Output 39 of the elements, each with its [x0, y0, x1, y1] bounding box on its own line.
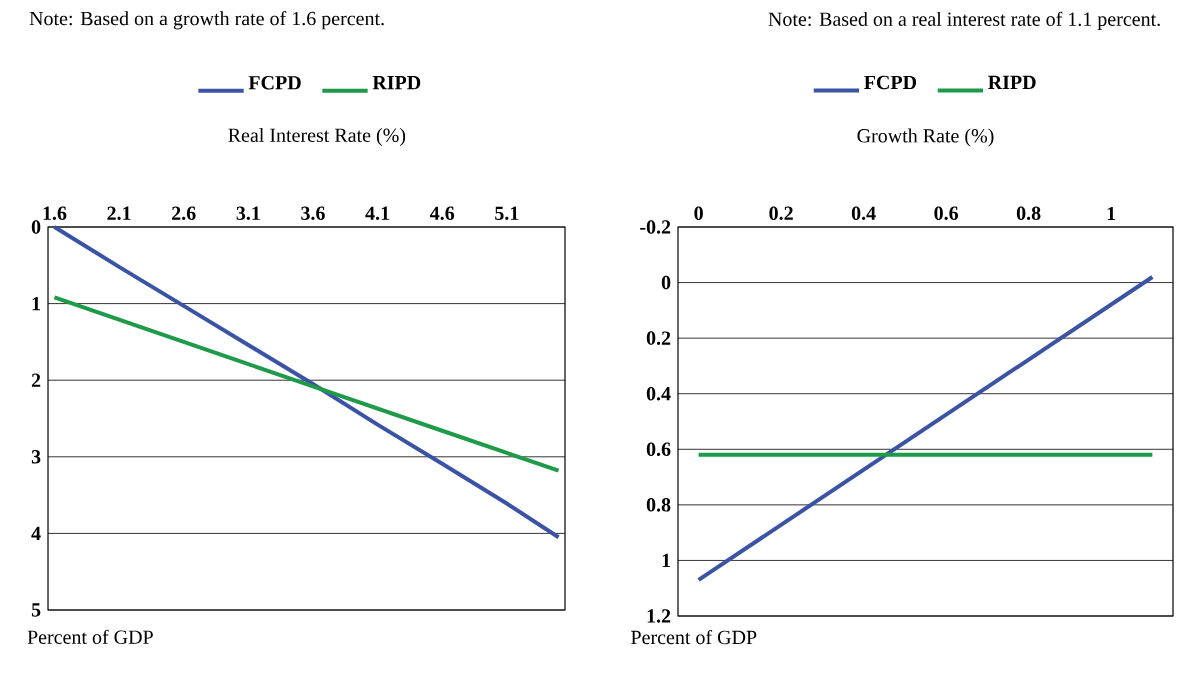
y-tick-label: 0.2 — [646, 331, 671, 345]
y-tick-label: 1 — [662, 553, 671, 568]
y-axis-title: Percent of GDP — [631, 629, 757, 645]
x-tick-label: 2.1 — [107, 206, 131, 221]
x-tick-label: 5.1 — [495, 206, 519, 221]
x-tick-label: 0.6 — [934, 206, 959, 221]
legend-label: RIPD — [988, 75, 1036, 89]
y-tick-label: 3 — [31, 450, 41, 464]
y-tick-label: -0.2 — [640, 220, 671, 234]
y-tick-label: 1.2 — [647, 609, 671, 623]
y-tick-label: 0 — [31, 220, 41, 234]
x-tick-label: 2.6 — [172, 206, 196, 221]
x-axis-title: Real Interest Rate (%) — [228, 127, 406, 147]
x-tick-label: 1.6 — [43, 206, 67, 221]
y-tick-label: 4 — [31, 526, 41, 540]
x-tick-label: 1 — [1107, 206, 1116, 221]
y-tick-label: 1 — [32, 297, 41, 311]
x-tick-label: 4.1 — [365, 206, 390, 221]
x-tick-label: 0.4 — [851, 206, 876, 221]
legend-label: FCPD — [864, 75, 917, 90]
legend-label: FCPD — [248, 76, 301, 90]
x-tick-label: 0.2 — [769, 206, 793, 221]
text: Note: Based on a growth rate of 1.6 percent. — [29, 11, 384, 30]
text: Note: Based on a real interest rate of 1.1 percent. — [768, 11, 1160, 31]
y-axis-title: Percent of GDP — [27, 629, 153, 644]
y-tick-label: 5 — [31, 603, 41, 617]
legend-label: RIPD — [372, 76, 421, 90]
x-tick-label: 0.8 — [1016, 206, 1041, 221]
line-series — [52, 225, 561, 540]
y-tick-label: 0.8 — [646, 498, 671, 512]
x-tick-label: 3.6 — [301, 206, 325, 221]
y-tick-label: 0.6 — [646, 442, 671, 457]
x-axis-title: Growth Rate (%) — [857, 128, 994, 147]
y-tick-label: 0.4 — [646, 386, 671, 401]
y-tick-label: 0 — [661, 275, 671, 290]
x-tick-label: 0 — [694, 206, 703, 221]
x-tick-label: 4.6 — [429, 206, 455, 221]
y-tick-label: 2 — [31, 373, 41, 387]
x-tick-label: 3.1 — [236, 206, 260, 221]
